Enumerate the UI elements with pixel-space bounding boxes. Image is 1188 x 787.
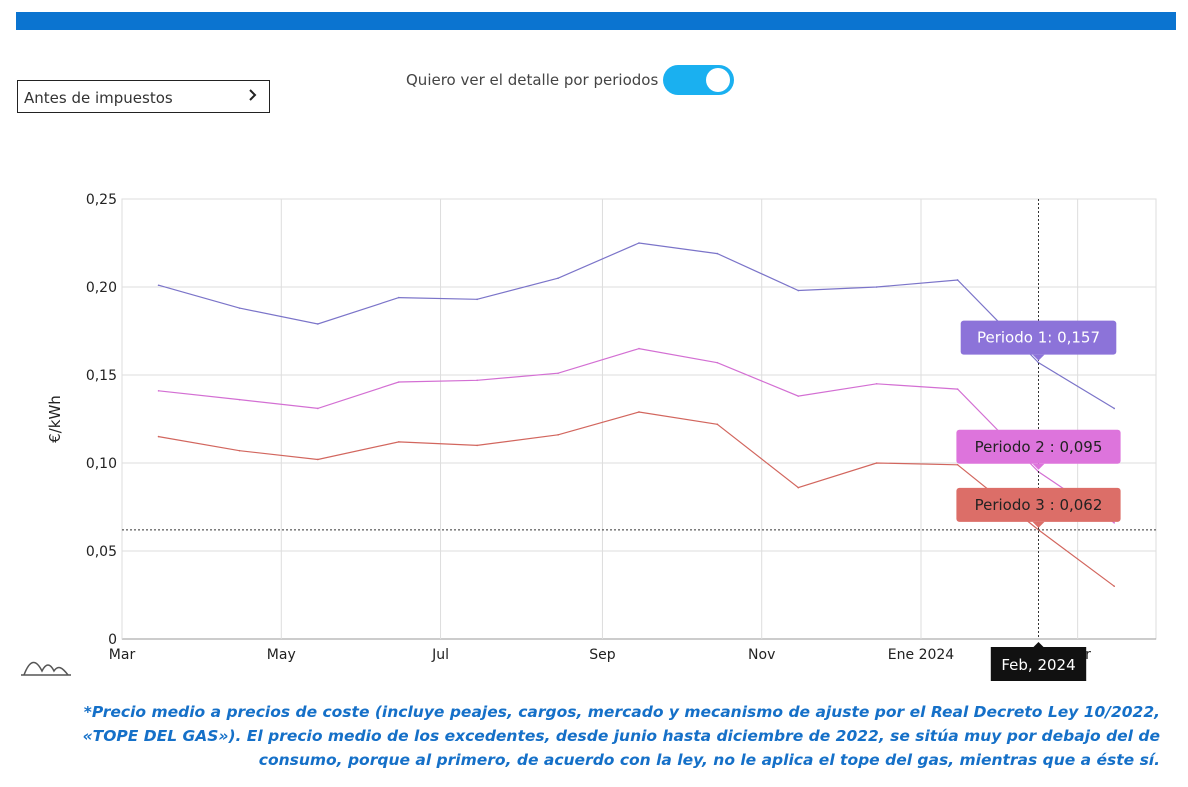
y-axis-label: €/kWh (46, 395, 64, 443)
x-tick-label: May (267, 647, 296, 663)
tax-mode-select-value: Antes de impuestos (24, 89, 173, 107)
data-point (797, 289, 800, 292)
data-point (638, 242, 640, 244)
y-tick-label: 0,05 (86, 544, 117, 560)
footnote: *Precio medio a precios de coste (incluy… (82, 703, 1160, 769)
data-point (1113, 585, 1116, 587)
y-tick-label: 0,20 (86, 280, 117, 296)
data-point (157, 390, 160, 392)
plot-frame (121, 198, 1157, 640)
x-tick-label: Sep (589, 647, 616, 663)
hover-date-label: Feb, 2024 (990, 642, 1087, 681)
data-point (557, 372, 559, 375)
data-point (157, 435, 160, 438)
data-point (238, 398, 241, 401)
tooltip-pointer (1032, 354, 1045, 361)
data-point (956, 463, 959, 466)
period-detail-toggle[interactable] (663, 65, 734, 95)
y-tick-label: 0,15 (86, 368, 117, 384)
data-point (797, 486, 800, 489)
data-point (317, 323, 319, 325)
data-point (238, 307, 241, 309)
data-point (716, 361, 719, 364)
data-point (875, 383, 878, 385)
data-point (557, 277, 559, 279)
tooltip-text: Periodo 3 : 0,062 (975, 496, 1103, 514)
y-tick-label: 0,10 (86, 456, 117, 472)
tooltip-box (960, 320, 1117, 355)
tax-mode-select[interactable]: Antes de impuestos (17, 80, 270, 113)
y-tick-label: 0 (108, 632, 117, 648)
tooltip-text: Periodo 2 : 0,095 (975, 438, 1103, 456)
tooltip-text: Periodo 1: 0,157 (977, 329, 1100, 347)
data-point (397, 381, 400, 383)
hover-date-text: Feb, 2024 (1001, 656, 1075, 674)
tooltip-box (956, 487, 1121, 522)
data-point (1113, 407, 1116, 410)
tooltip-box (956, 429, 1121, 464)
chevron-right-icon (249, 89, 257, 101)
data-point (157, 284, 160, 287)
data-point (238, 449, 241, 452)
tooltip-3: Periodo 3 : 0,062 (956, 487, 1121, 528)
data-point (956, 279, 959, 281)
data-point (638, 347, 640, 350)
hover-date-box (990, 647, 1087, 681)
data-point (397, 296, 400, 299)
tooltip-pointer (1032, 521, 1045, 528)
chart-logo-icon (21, 661, 71, 676)
data-point (476, 298, 478, 301)
data-point (797, 395, 800, 397)
data-point (716, 423, 719, 426)
data-point (638, 411, 640, 413)
data-point (397, 441, 400, 443)
data-point (875, 462, 878, 464)
tooltip-pointer (1032, 463, 1045, 470)
price-line-chart: 0 0,05 0,10 0,15 0,20 0,25 Mar May Jul Sep Nov Ene … (46, 192, 1157, 681)
data-point (476, 444, 478, 447)
data-point (716, 252, 719, 255)
x-tick-label: Mar (109, 647, 136, 663)
x-tick-label: Nov (748, 647, 775, 663)
data-point (956, 388, 959, 390)
data-point (317, 407, 319, 410)
data-point (476, 379, 478, 382)
x-tick-label: Ene 2024 (888, 647, 955, 663)
data-point (317, 458, 319, 461)
x-tick-label: Jul (431, 647, 449, 663)
data-point (875, 286, 878, 288)
data-point (557, 434, 559, 436)
tooltip-2: Periodo 2 : 0,095 (956, 429, 1121, 470)
top-banner (16, 12, 1176, 30)
hover-date-pointer (1033, 642, 1044, 647)
period-toggle-label: Quiero ver el detalle por periodos (406, 71, 659, 89)
y-tick-label: 0,25 (86, 192, 117, 208)
toggle-knob (706, 68, 730, 92)
data-point (1113, 522, 1116, 524)
tooltip-1: Periodo 1: 0,157 (960, 320, 1117, 361)
